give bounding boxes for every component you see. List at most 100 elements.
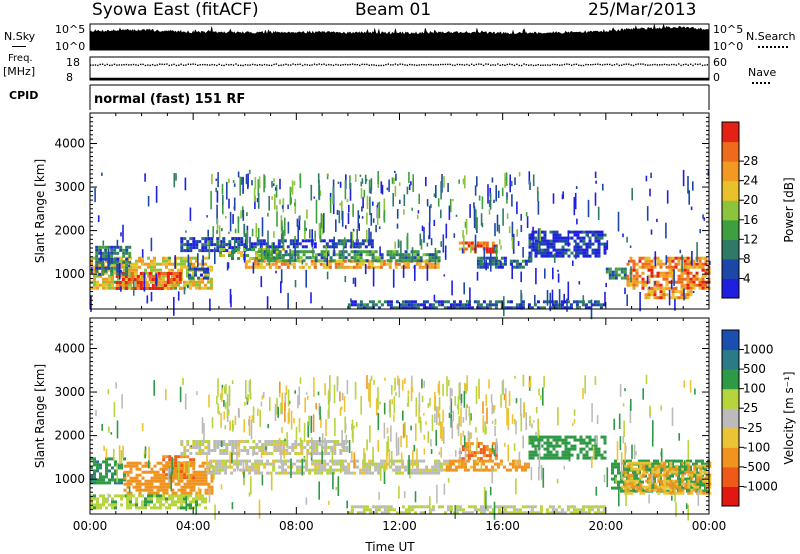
data-cell xyxy=(101,251,105,255)
data-cell xyxy=(542,306,546,310)
data-cell xyxy=(90,280,93,284)
data-cell xyxy=(227,465,231,469)
scatter-cell xyxy=(363,448,365,461)
nave-point xyxy=(487,63,489,65)
scatter-cell xyxy=(434,247,437,265)
data-cell xyxy=(671,271,675,275)
nave-point xyxy=(147,64,149,66)
data-cell xyxy=(597,245,601,249)
data-cell xyxy=(579,435,583,439)
data-cell xyxy=(218,459,222,463)
data-cell xyxy=(704,286,708,290)
data-cell xyxy=(626,274,630,278)
data-cell xyxy=(201,286,204,290)
data-cell xyxy=(157,275,161,278)
data-cell xyxy=(458,241,462,245)
scatter-cell xyxy=(491,177,494,183)
data-cell xyxy=(521,505,525,509)
data-cell xyxy=(677,259,681,263)
scatter-cell xyxy=(116,420,119,439)
scatter-cell xyxy=(287,204,289,210)
scatter-cell xyxy=(313,377,315,398)
data-cell xyxy=(118,284,122,287)
data-cell xyxy=(311,468,315,472)
data-cell xyxy=(287,465,291,469)
data-cell xyxy=(675,467,679,471)
data-cell xyxy=(162,503,165,507)
data-cell xyxy=(660,473,664,477)
nave-point xyxy=(656,64,659,66)
data-cell xyxy=(636,488,640,492)
scatter-cell xyxy=(294,236,296,243)
data-cell xyxy=(527,256,531,260)
scatter-cell xyxy=(394,377,396,391)
data-cell xyxy=(160,287,164,290)
data-cell xyxy=(500,256,504,260)
data-cell xyxy=(256,265,260,269)
data-cell xyxy=(126,494,129,498)
data-cell xyxy=(656,462,659,466)
data-cell xyxy=(222,248,225,251)
data-cell xyxy=(482,508,486,512)
nave-point xyxy=(299,63,301,65)
data-cell xyxy=(560,303,564,307)
data-cell xyxy=(591,242,595,246)
data-cell xyxy=(476,256,480,260)
data-cell xyxy=(340,239,344,243)
data-cell xyxy=(692,265,696,269)
scatter-cell xyxy=(578,281,581,285)
data-cell xyxy=(209,459,213,463)
scatter-cell xyxy=(121,394,123,409)
scatter-cell xyxy=(687,175,689,194)
data-cell xyxy=(470,306,474,310)
data-cell xyxy=(564,239,568,243)
data-cell xyxy=(582,251,586,255)
data-cell xyxy=(428,256,432,260)
scatter-cell xyxy=(438,380,441,396)
data-cell xyxy=(175,275,179,278)
nave-point xyxy=(309,64,311,66)
scatter-cell xyxy=(94,187,96,203)
nave-point xyxy=(459,63,461,66)
scatter-cell xyxy=(457,423,460,437)
data-cell xyxy=(231,251,234,254)
data-cell xyxy=(222,440,226,443)
data-cell xyxy=(561,245,565,249)
scatter-cell xyxy=(284,438,286,441)
scatter-cell xyxy=(473,202,475,208)
data-cell xyxy=(675,491,679,495)
data-cell xyxy=(192,464,196,468)
data-cell xyxy=(389,508,393,512)
scatter-cell xyxy=(148,446,150,461)
data-cell xyxy=(587,300,591,304)
data-cell xyxy=(419,259,423,263)
data-cell xyxy=(701,268,705,272)
data-cell xyxy=(392,459,396,463)
nave-point xyxy=(644,64,647,66)
data-cell xyxy=(473,508,477,512)
data-cell xyxy=(687,473,691,477)
data-cell xyxy=(662,296,666,300)
data-cell xyxy=(403,265,407,269)
data-cell xyxy=(518,511,522,515)
data-cell xyxy=(153,479,157,483)
data-cell xyxy=(177,262,180,266)
data-cell xyxy=(642,467,646,471)
scatter-cell xyxy=(340,459,342,474)
data-cell xyxy=(247,259,251,263)
data-cell xyxy=(603,251,607,255)
power-colorbar-segment xyxy=(722,219,739,240)
scatter-cell xyxy=(575,241,577,260)
data-cell xyxy=(339,443,343,446)
data-cell xyxy=(478,459,482,463)
data-cell xyxy=(153,464,157,468)
data-cell xyxy=(268,245,272,249)
data-cell xyxy=(508,462,512,466)
scatter-cell xyxy=(231,502,234,510)
data-cell xyxy=(276,248,279,251)
data-cell xyxy=(206,270,209,274)
data-cell xyxy=(413,253,417,257)
scatter-cell xyxy=(449,406,451,411)
data-cell xyxy=(638,265,642,269)
scatter-cell xyxy=(248,419,250,426)
